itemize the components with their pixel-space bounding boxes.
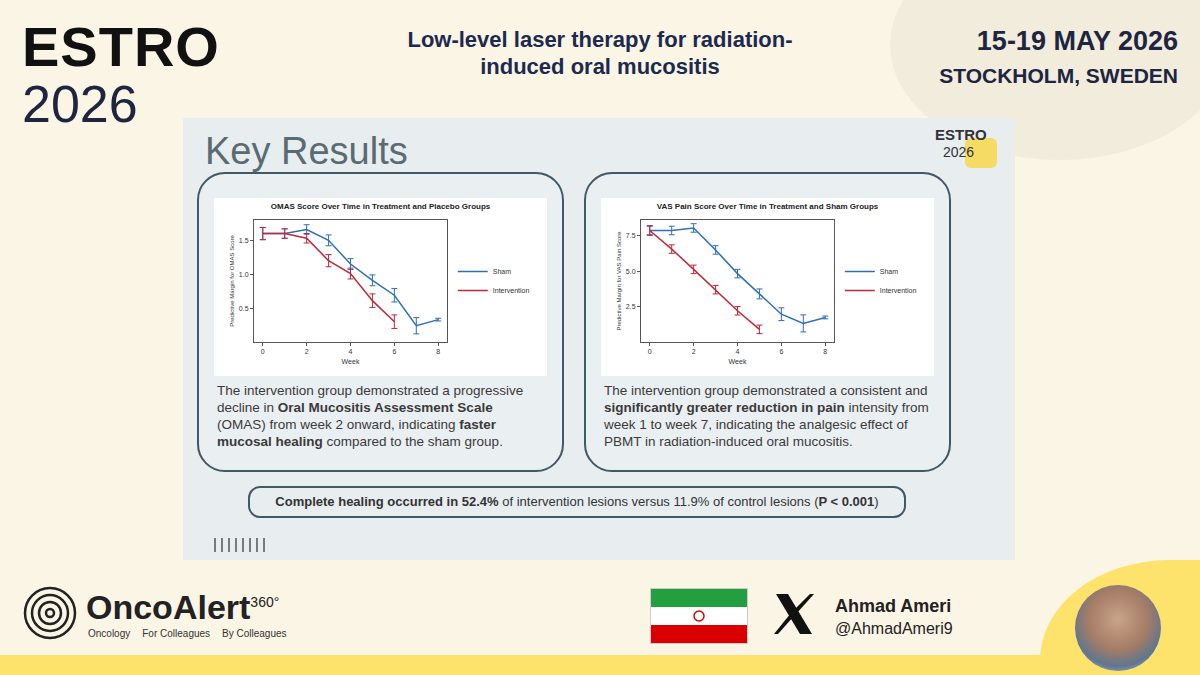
svg-text:Intervention: Intervention (880, 287, 917, 294)
svg-text:1.5: 1.5 (239, 237, 249, 244)
html-text:STOCKHOLM, SWEDEN: STOCKHOLM, SWEDEN (939, 64, 1178, 87)
html-text:Complete healing occurred in 5: Complete healing occurred in 52.4% of in… (275, 494, 879, 509)
svg-text:5.0: 5.0 (626, 268, 636, 275)
svg-text:2.5: 2.5 (626, 303, 636, 310)
html-text:ESTRO: ESTRO (22, 15, 220, 78)
svg-text:0: 0 (648, 348, 652, 355)
html-text:significantly greater reductio: significantly greater reduction in pain … (604, 400, 929, 449)
svg-text:VAS Pain Score Over Time in Tr: VAS Pain Score Over Time in Treatment an… (657, 202, 879, 211)
svg-text:1.0: 1.0 (239, 271, 249, 278)
html-text:By Colleagues: By Colleagues (222, 628, 287, 639)
html-text:2026: 2026 (943, 144, 975, 160)
html-text:Ahmad Ameri: Ahmad Ameri (835, 596, 952, 616)
svg-text:6: 6 (392, 348, 396, 355)
svg-text:7.5: 7.5 (626, 232, 636, 239)
html-text:360°: 360° (250, 593, 280, 610)
html-text:Key Results: Key Results (205, 130, 408, 172)
svg-text:0: 0 (261, 348, 265, 355)
svg-text:OMAS Score Over Time in Treatm: OMAS Score Over Time in Treatment and Pl… (271, 202, 491, 211)
svg-text:Week: Week (342, 358, 360, 365)
svg-text:0.5: 0.5 (239, 305, 249, 312)
html-text:15-19 MAY 2026: 15-19 MAY 2026 (976, 26, 1178, 56)
svg-text:Intervention: Intervention (493, 287, 530, 294)
svg-text:Predictive Margin for OMAS Sco: Predictive Margin for OMAS Score (229, 234, 235, 326)
svg-text:Predictive Margin for VAS Pain: Predictive Margin for VAS Pain Score (616, 231, 622, 331)
html-text:OncoAlert: OncoAlert (86, 588, 251, 626)
html-text:The intervention group demonst: The intervention group demonstrated a pr… (217, 383, 524, 415)
html-text:2026: 2026 (22, 75, 138, 133)
html-text:Low-level laser therapy for ra: Low-level laser therapy for radiation-in… (407, 27, 793, 79)
html-text:For Colleagues: For Colleagues (142, 628, 211, 639)
svg-text:Sham: Sham (880, 268, 898, 275)
svg-text:2: 2 (692, 348, 696, 355)
svg-text:2: 2 (305, 348, 309, 355)
svg-text:Week: Week (729, 358, 747, 365)
svg-text:4: 4 (349, 348, 353, 355)
svg-text:8: 8 (823, 348, 827, 355)
svg-text:Sham: Sham (493, 268, 511, 275)
html-text:(OMAS) from week 2 onward, ind: (OMAS) from week 2 onward, indicating fa… (217, 417, 503, 449)
svg-text:8: 8 (436, 348, 440, 355)
html-text:Oncology: Oncology (88, 628, 131, 639)
svg-text:6: 6 (779, 348, 783, 355)
html-text:ESTRO: ESTRO (935, 126, 987, 143)
html-text:@AhmadAmeri9: @AhmadAmeri9 (835, 620, 953, 637)
html-text:The intervention group demonst: The intervention group demonstrated a co… (604, 383, 928, 398)
svg-text:4: 4 (736, 348, 740, 355)
